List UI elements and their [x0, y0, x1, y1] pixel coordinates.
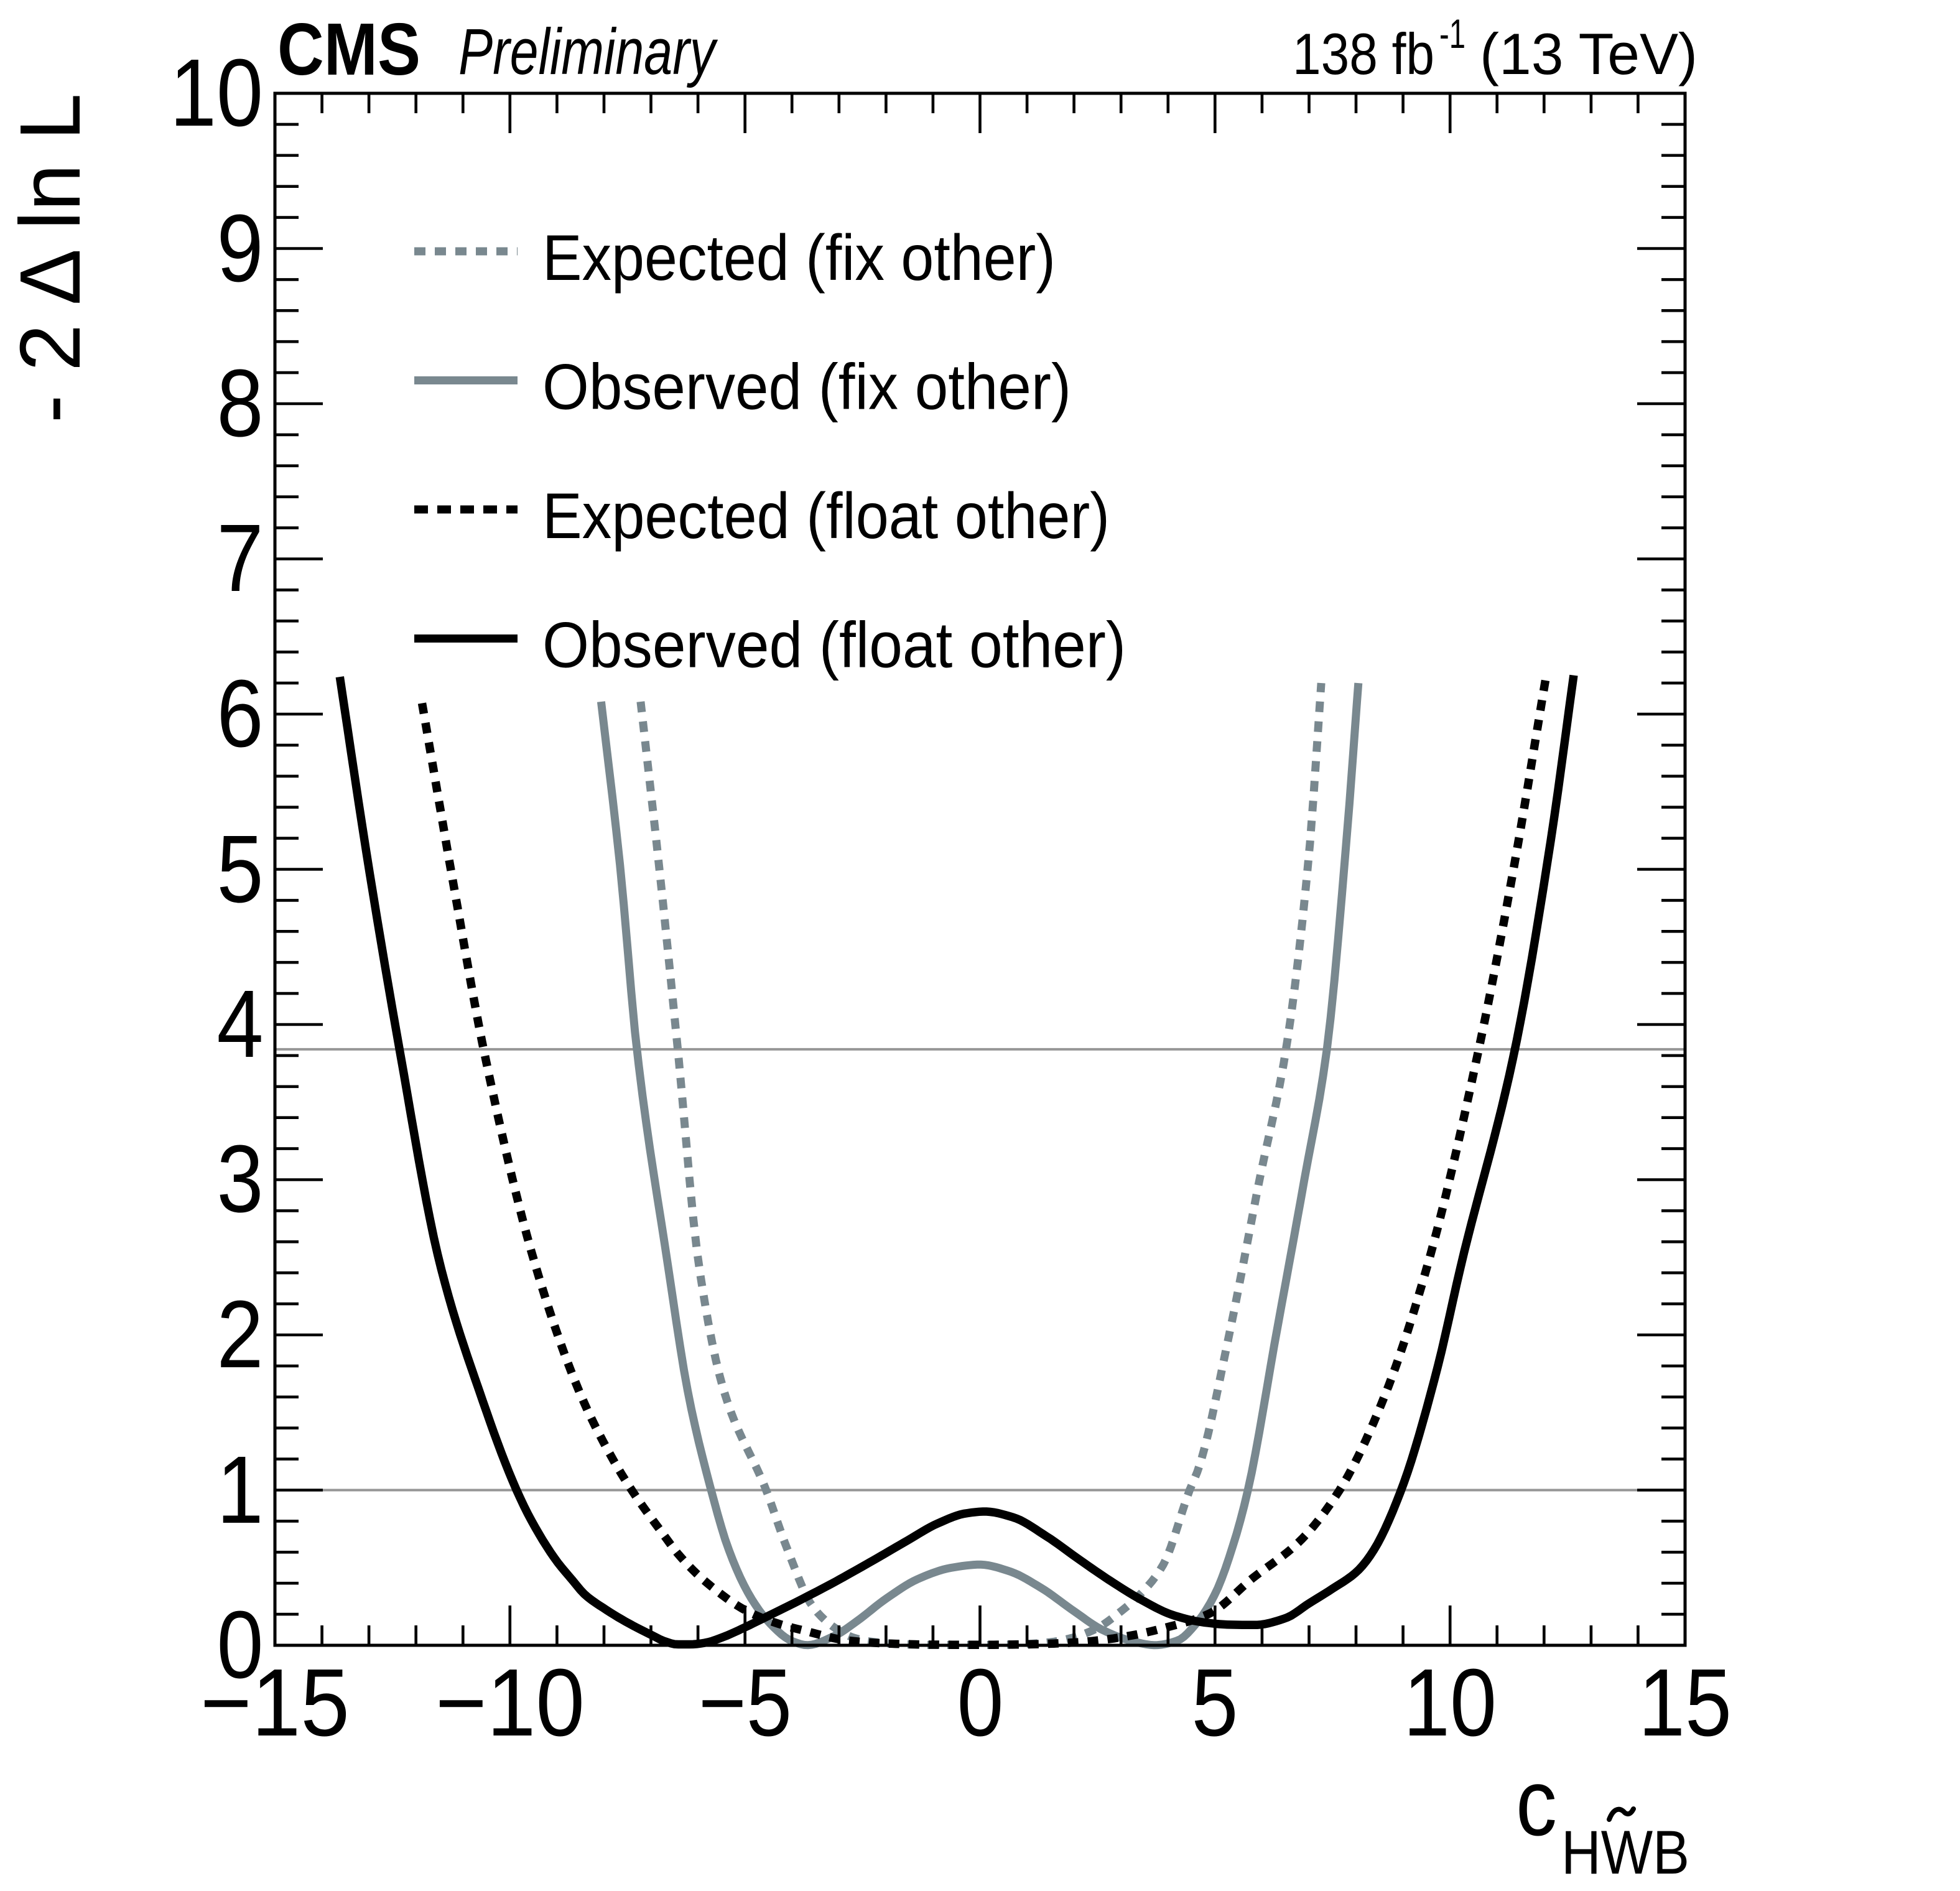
svg-text:15: 15 [1638, 1649, 1732, 1756]
svg-text:1: 1 [217, 1436, 264, 1543]
svg-text:10: 10 [170, 39, 263, 146]
svg-text:138 fb: 138 fb [1293, 21, 1434, 86]
svg-text:Observed (float other): Observed (float other) [542, 610, 1126, 682]
svg-text:c: c [1516, 1750, 1557, 1856]
svg-text:6: 6 [217, 660, 264, 767]
svg-text:9: 9 [217, 195, 264, 302]
svg-text:5: 5 [217, 815, 264, 922]
svg-text:7: 7 [217, 504, 264, 611]
svg-text:Expected (fix other): Expected (fix other) [542, 222, 1056, 294]
svg-text:−5: −5 [699, 1649, 792, 1756]
svg-text:−15: −15 [200, 1649, 350, 1756]
svg-text:-1: -1 [1439, 11, 1465, 57]
svg-text:Expected (float other): Expected (float other) [542, 480, 1110, 552]
svg-text:8: 8 [217, 350, 264, 457]
svg-text:(13 TeV): (13 TeV) [1480, 21, 1698, 86]
svg-text:3: 3 [217, 1125, 264, 1232]
svg-text:Preliminary: Preliminary [458, 16, 718, 88]
svg-text:−10: −10 [435, 1649, 585, 1756]
svg-text:- 2 Δ ln L: - 2 Δ ln L [2, 93, 98, 423]
svg-text:5: 5 [1192, 1649, 1238, 1756]
svg-text:0: 0 [957, 1649, 1004, 1756]
svg-text:Observed (fix other): Observed (fix other) [542, 351, 1071, 424]
svg-text:CMS: CMS [277, 8, 420, 91]
svg-text:0: 0 [217, 1591, 264, 1698]
svg-text:HWB: HWB [1561, 1818, 1689, 1887]
svg-text:2: 2 [217, 1281, 264, 1388]
svg-text:4: 4 [217, 970, 264, 1077]
svg-text:10: 10 [1403, 1649, 1497, 1756]
